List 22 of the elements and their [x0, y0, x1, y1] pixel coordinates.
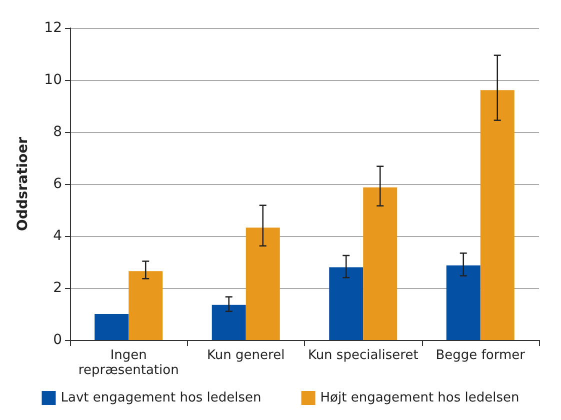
x-tick-label: Ingen repræsentation: [78, 348, 179, 378]
y-tick-label: 12: [44, 20, 62, 36]
y-tick-label: 4: [53, 228, 62, 244]
legend-label: Lavt engagement hos ledelsen: [60, 390, 262, 406]
bar: [480, 90, 514, 340]
bar: [329, 267, 364, 340]
y-axis-title: Oddsratioer: [15, 136, 31, 232]
legend-label: Højt engagement hos ledelsen: [320, 390, 520, 406]
y-tick-label: 2: [53, 280, 62, 296]
bar: [212, 304, 246, 340]
bar: [128, 271, 163, 340]
y-tick-label: 8: [53, 124, 62, 140]
x-tick-label: Kun generel: [207, 348, 285, 363]
y-tick-label: 0: [53, 332, 62, 348]
bar: [363, 187, 398, 340]
bar: [94, 314, 129, 340]
x-tick-label: Kun specialiseret: [308, 348, 418, 363]
bar: [246, 228, 280, 340]
y-tick-label: 6: [53, 176, 62, 192]
y-tick-label: 10: [44, 72, 62, 88]
x-tick-label: Begge former: [436, 348, 526, 363]
bar: [446, 265, 480, 340]
